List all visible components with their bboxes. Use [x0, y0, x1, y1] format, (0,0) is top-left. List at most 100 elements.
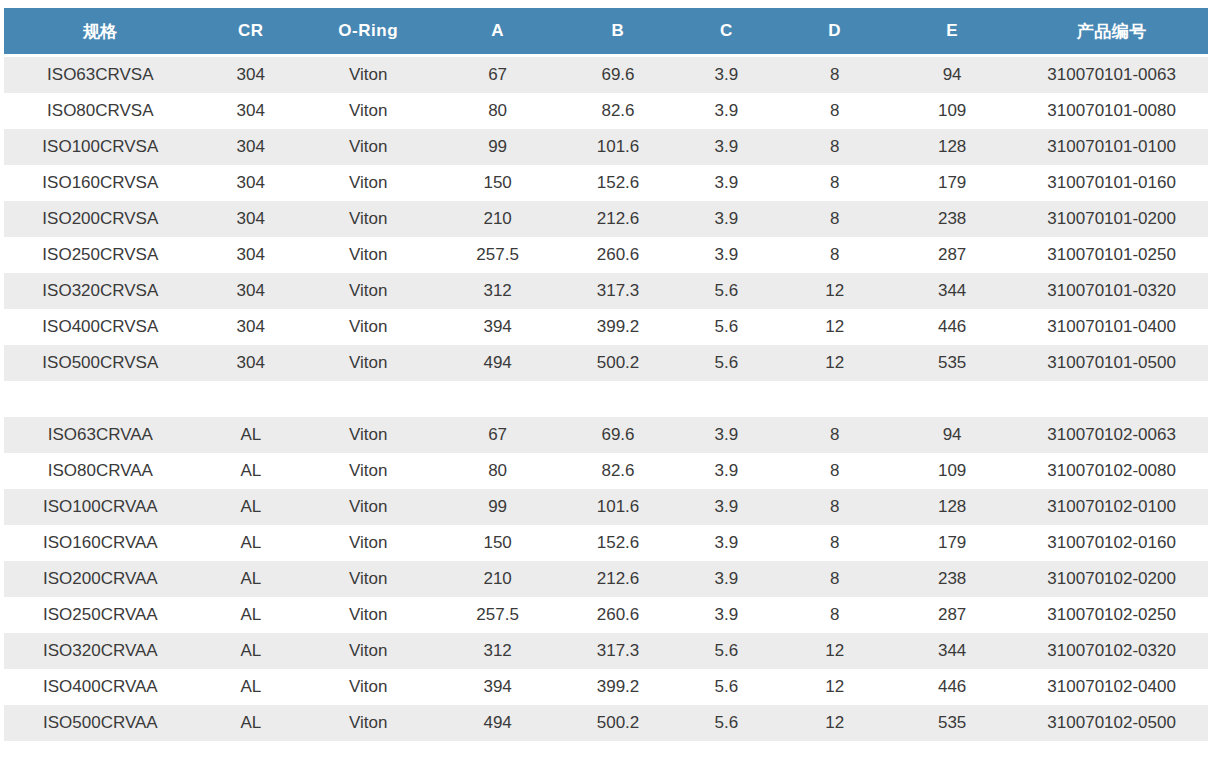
cell-c: 3.9: [672, 93, 780, 129]
cell-spec: ISO200CRVAA: [4, 561, 197, 597]
cell-oring: Viton: [305, 237, 431, 273]
cell-oring: Viton: [305, 597, 431, 633]
cell-oring: Viton: [305, 165, 431, 201]
cell-cr: AL: [197, 417, 305, 453]
cell-a: 99: [431, 489, 563, 525]
cell-d: 8: [781, 417, 889, 453]
cell-pn: 310070101-0063: [1015, 56, 1208, 94]
cell-b: 69.6: [564, 56, 672, 94]
cell-a: 150: [431, 525, 563, 561]
cell-e: 128: [889, 129, 1015, 165]
cell-spec: ISO63CRVAA: [4, 417, 197, 453]
cell-pn: 310070102-0500: [1015, 705, 1208, 741]
column-header-e: E: [889, 8, 1015, 56]
cell-e: 179: [889, 165, 1015, 201]
table-row: ISO400CRVAAALViton394399.25.612446310070…: [4, 669, 1208, 705]
cell-d: 8: [781, 525, 889, 561]
cell-spec: ISO500CRVAA: [4, 705, 197, 741]
column-header-a: A: [431, 8, 563, 56]
column-header-cr: CR: [197, 8, 305, 56]
cell-d: 8: [781, 237, 889, 273]
cell-a: 67: [431, 56, 563, 94]
table-header-row: 规格CRO-RingABCDE产品编号: [4, 8, 1208, 56]
table-header: 规格CRO-RingABCDE产品编号: [4, 8, 1208, 56]
cell-pn: 310070101-0200: [1015, 201, 1208, 237]
cell-oring: Viton: [305, 453, 431, 489]
cell-d: 8: [781, 597, 889, 633]
cell-oring: Viton: [305, 633, 431, 669]
table-row: ISO200CRVAAALViton210212.63.982383100701…: [4, 561, 1208, 597]
table-row: ISO500CRVAAALViton494500.25.612535310070…: [4, 705, 1208, 741]
cell-c: 5.6: [672, 669, 780, 705]
cell-cr: AL: [197, 489, 305, 525]
cell-c: 3.9: [672, 165, 780, 201]
cell-c: 5.6: [672, 273, 780, 309]
cell-a: 394: [431, 309, 563, 345]
cell-pn: 310070101-0250: [1015, 237, 1208, 273]
cell-b: 82.6: [564, 93, 672, 129]
cell-b: 82.6: [564, 453, 672, 489]
spacer-cell: [4, 381, 1208, 417]
cell-oring: Viton: [305, 273, 431, 309]
cell-b: 399.2: [564, 669, 672, 705]
column-header-pn: 产品编号: [1015, 8, 1208, 56]
cell-oring: Viton: [305, 525, 431, 561]
cell-spec: ISO400CRVSA: [4, 309, 197, 345]
cell-pn: 310070101-0080: [1015, 93, 1208, 129]
cell-e: 344: [889, 633, 1015, 669]
cell-b: 399.2: [564, 309, 672, 345]
cell-c: 5.6: [672, 345, 780, 381]
cell-pn: 310070101-0100: [1015, 129, 1208, 165]
cell-pn: 310070101-0320: [1015, 273, 1208, 309]
cell-cr: 304: [197, 165, 305, 201]
cell-a: 312: [431, 633, 563, 669]
cell-e: 128: [889, 489, 1015, 525]
cell-pn: 310070102-0400: [1015, 669, 1208, 705]
table-row: ISO400CRVSA304Viton394399.25.61244631007…: [4, 309, 1208, 345]
cell-e: 109: [889, 93, 1015, 129]
cell-d: 12: [781, 273, 889, 309]
cell-e: 238: [889, 201, 1015, 237]
cell-a: 394: [431, 669, 563, 705]
cell-e: 94: [889, 417, 1015, 453]
cell-cr: AL: [197, 525, 305, 561]
cell-spec: ISO160CRVAA: [4, 525, 197, 561]
cell-e: 446: [889, 309, 1015, 345]
cell-oring: Viton: [305, 417, 431, 453]
cell-spec: ISO500CRVSA: [4, 345, 197, 381]
cell-a: 494: [431, 345, 563, 381]
cell-d: 8: [781, 489, 889, 525]
cell-oring: Viton: [305, 309, 431, 345]
cell-cr: 304: [197, 237, 305, 273]
cell-cr: 304: [197, 129, 305, 165]
cell-spec: ISO250CRVAA: [4, 597, 197, 633]
group-spacer-row: [4, 381, 1208, 417]
cell-pn: 310070101-0160: [1015, 165, 1208, 201]
cell-cr: 304: [197, 345, 305, 381]
cell-d: 12: [781, 345, 889, 381]
iso-flange-spec-table: 规格CRO-RingABCDE产品编号 ISO63CRVSA304Viton67…: [4, 8, 1208, 741]
cell-d: 12: [781, 705, 889, 741]
column-header-c: C: [672, 8, 780, 56]
cell-d: 8: [781, 165, 889, 201]
cell-oring: Viton: [305, 201, 431, 237]
column-header-spec: 规格: [4, 8, 197, 56]
cell-e: 535: [889, 705, 1015, 741]
cell-b: 317.3: [564, 633, 672, 669]
cell-oring: Viton: [305, 56, 431, 94]
cell-a: 312: [431, 273, 563, 309]
cell-b: 212.6: [564, 561, 672, 597]
cell-cr: 304: [197, 273, 305, 309]
cell-e: 109: [889, 453, 1015, 489]
cell-pn: 310070102-0080: [1015, 453, 1208, 489]
cell-a: 67: [431, 417, 563, 453]
cell-pn: 310070102-0200: [1015, 561, 1208, 597]
cell-spec: ISO320CRVSA: [4, 273, 197, 309]
column-header-b: B: [564, 8, 672, 56]
cell-a: 80: [431, 453, 563, 489]
cell-d: 8: [781, 453, 889, 489]
table-row: ISO100CRVAAALViton99101.63.9812831007010…: [4, 489, 1208, 525]
cell-a: 210: [431, 561, 563, 597]
table-row: ISO80CRVSA304Viton8082.63.98109310070101…: [4, 93, 1208, 129]
cell-spec: ISO250CRVSA: [4, 237, 197, 273]
